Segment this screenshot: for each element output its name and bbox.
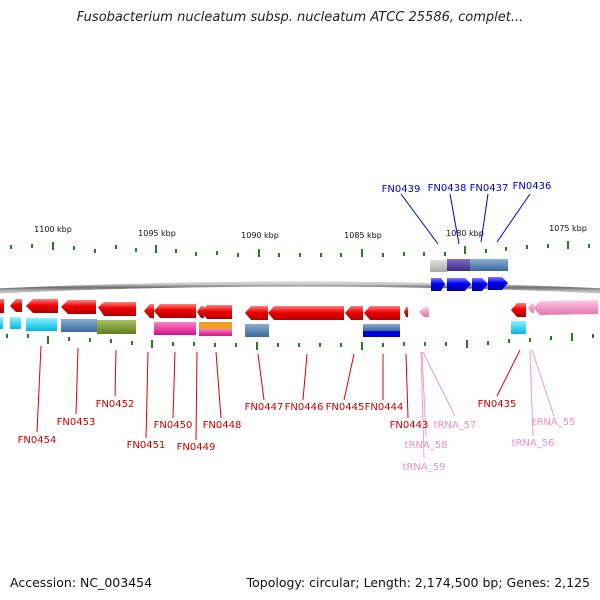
trna-56[interactable] xyxy=(528,303,534,313)
cog-bar xyxy=(154,322,196,335)
kbp-label: 1085 kbp xyxy=(344,231,382,240)
trna-55[interactable] xyxy=(533,300,598,315)
cog-bar xyxy=(245,324,269,337)
trna-57[interactable] xyxy=(419,307,429,317)
gene-label-FN0444[interactable]: FN0444 xyxy=(365,402,404,413)
gene-FN0453[interactable] xyxy=(61,300,96,314)
gene-FN0445[interactable] xyxy=(345,306,363,320)
gene-FN0443[interactable] xyxy=(404,307,408,317)
cog-bar xyxy=(10,317,21,329)
gene-label-FN0451[interactable]: FN0451 xyxy=(127,440,166,451)
kbp-label: 1075 kbp xyxy=(549,224,587,233)
gene-label-FN0450[interactable]: FN0450 xyxy=(154,420,193,431)
cog-bar xyxy=(199,322,232,329)
gene-label-FN0435[interactable]: FN0435 xyxy=(478,399,517,410)
trna-track[interactable] xyxy=(419,300,598,317)
gene-fragment[interactable] xyxy=(10,299,22,312)
cog-bar xyxy=(61,319,97,332)
accession-text: Accession: NC_003454 xyxy=(10,575,153,590)
gene-FN0447[interactable] xyxy=(245,306,268,320)
reverse-cog-track xyxy=(0,317,526,337)
gene-FN0454[interactable] xyxy=(26,299,58,313)
trna-label-55[interactable]: tRNA_55 xyxy=(533,417,576,428)
gene-FN0446[interactable] xyxy=(268,306,344,320)
kbp-label: 1095 kbp xyxy=(138,229,176,238)
gene-FN0444[interactable] xyxy=(364,306,400,320)
kbp-label: 1090 kbp xyxy=(241,231,279,240)
topology-text: Topology: circular; Length: 2,174,500 bp… xyxy=(246,575,590,590)
gene-label-FN0445[interactable]: FN0445 xyxy=(326,402,365,413)
gene-FN0450[interactable] xyxy=(154,304,196,318)
reverse-gene-track[interactable] xyxy=(0,299,526,320)
gene-FN0452[interactable] xyxy=(98,302,136,316)
gene-FN0435[interactable] xyxy=(511,303,526,317)
gene-label-FN0449[interactable]: FN0449 xyxy=(177,442,216,453)
gene-label-FN0436[interactable]: FN0436 xyxy=(513,181,552,192)
cog-bar xyxy=(470,259,488,271)
gene-label-FN0437[interactable]: FN0437 xyxy=(470,183,509,194)
gene-label-FN0443[interactable]: FN0443 xyxy=(390,420,429,431)
cog-bar xyxy=(97,320,136,334)
kbp-label: 1100 kbp xyxy=(34,225,72,234)
ruler-ticks-top xyxy=(10,241,590,257)
cog-bar xyxy=(0,317,3,329)
trna-label-57[interactable]: tRNA_57 xyxy=(434,420,477,431)
gene-label-FN0453[interactable]: FN0453 xyxy=(57,417,96,428)
trna-label-59[interactable]: tRNA_59 xyxy=(403,462,446,473)
trna-label-58[interactable]: tRNA_58 xyxy=(405,440,448,451)
genome-backbone xyxy=(0,281,600,294)
kbp-label: 1080 kbp xyxy=(446,229,484,238)
cog-bar xyxy=(447,259,470,271)
cog-bar xyxy=(430,260,447,272)
gene-FN0437[interactable] xyxy=(472,278,488,291)
gene-label-FN0452[interactable]: FN0452 xyxy=(96,399,135,410)
gene-label-FN0447[interactable]: FN0447 xyxy=(245,402,284,413)
forward-gene-track[interactable] xyxy=(431,277,508,291)
gene-FN0448[interactable] xyxy=(201,305,232,319)
gene-FN0436[interactable] xyxy=(488,277,508,290)
gene-FN0451[interactable] xyxy=(144,304,154,318)
gene-FN0439[interactable] xyxy=(431,278,445,291)
cog-bar xyxy=(26,318,57,331)
cog-bar xyxy=(363,331,400,337)
gene-label-FN0454[interactable]: FN0454 xyxy=(18,435,57,446)
gene-fragment[interactable] xyxy=(0,299,4,313)
gene-label-FN0438[interactable]: FN0438 xyxy=(428,183,467,194)
cog-bar xyxy=(488,259,508,271)
forward-cog-track xyxy=(430,259,508,272)
trna-label-56[interactable]: tRNA_56 xyxy=(512,438,555,449)
gene-FN0449[interactable] xyxy=(197,306,204,318)
cog-bar xyxy=(511,321,526,334)
map-title: Fusobacterium nucleatum subsp. nucleatum… xyxy=(76,10,524,25)
label-leader-lines xyxy=(36,193,555,459)
ruler-ticks-bottom xyxy=(6,333,594,350)
cog-bar xyxy=(363,324,400,331)
gene-label-FN0439[interactable]: FN0439 xyxy=(382,184,421,195)
cog-bar xyxy=(199,329,232,336)
gene-label-FN0446[interactable]: FN0446 xyxy=(285,402,324,413)
gene-FN0438[interactable] xyxy=(447,278,471,291)
gene-label-FN0448[interactable]: FN0448 xyxy=(203,420,242,431)
